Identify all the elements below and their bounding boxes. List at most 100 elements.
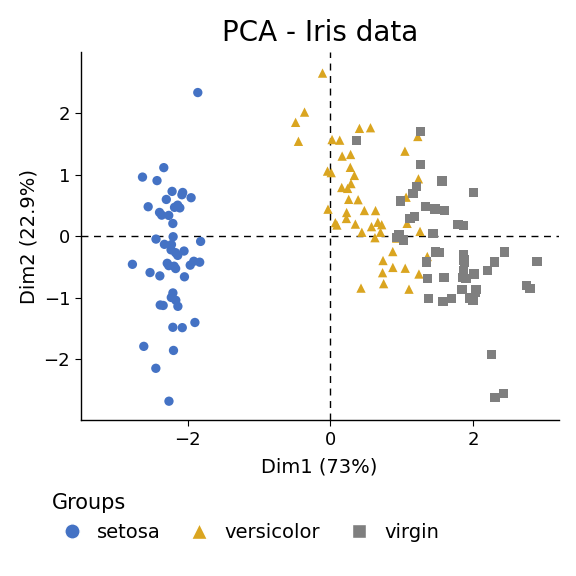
Point bbox=[344, 195, 353, 204]
Point bbox=[128, 260, 137, 269]
Point bbox=[373, 218, 382, 227]
Point bbox=[352, 135, 361, 145]
Point bbox=[533, 257, 542, 266]
Point bbox=[562, 233, 571, 242]
Point bbox=[156, 271, 165, 281]
Point bbox=[431, 247, 440, 256]
Point bbox=[173, 200, 182, 210]
Point bbox=[193, 88, 202, 97]
Point bbox=[168, 323, 177, 332]
Point bbox=[346, 150, 355, 159]
Point bbox=[440, 206, 449, 215]
Point bbox=[437, 176, 446, 185]
Point bbox=[143, 202, 153, 211]
Point bbox=[458, 273, 467, 282]
Point bbox=[403, 219, 412, 228]
Point bbox=[410, 212, 419, 221]
Legend: setosa, versicolor, virgin: setosa, versicolor, virgin bbox=[52, 493, 439, 541]
Point bbox=[406, 214, 415, 223]
Point bbox=[323, 204, 332, 214]
Point bbox=[458, 221, 468, 230]
Point bbox=[421, 202, 430, 211]
Point bbox=[169, 346, 178, 355]
Point bbox=[457, 285, 467, 294]
Point bbox=[376, 228, 385, 237]
Point bbox=[338, 151, 347, 161]
Point bbox=[424, 294, 433, 303]
Point bbox=[138, 172, 147, 181]
Point bbox=[396, 196, 405, 206]
Point bbox=[378, 256, 388, 265]
Point bbox=[378, 268, 387, 277]
Point bbox=[173, 251, 183, 260]
Point bbox=[408, 188, 418, 198]
Point bbox=[388, 263, 397, 272]
Point bbox=[429, 229, 438, 238]
Point bbox=[459, 255, 468, 264]
Y-axis label: Dim2 (22.9%): Dim2 (22.9%) bbox=[19, 169, 38, 304]
Point bbox=[379, 279, 388, 288]
Point bbox=[416, 127, 425, 136]
Point bbox=[323, 166, 332, 176]
Point bbox=[357, 228, 366, 237]
Point bbox=[167, 240, 176, 249]
Point bbox=[168, 187, 177, 196]
Point bbox=[162, 259, 172, 268]
Point bbox=[346, 163, 355, 172]
Point bbox=[401, 192, 411, 202]
Point bbox=[370, 233, 380, 242]
Point bbox=[164, 397, 173, 406]
Point bbox=[469, 188, 478, 197]
Point bbox=[360, 206, 369, 215]
Point bbox=[408, 188, 418, 198]
Point bbox=[499, 248, 509, 257]
Point bbox=[357, 283, 366, 293]
Point bbox=[447, 294, 456, 303]
X-axis label: Dim1 (73%): Dim1 (73%) bbox=[262, 457, 378, 476]
Point bbox=[171, 248, 180, 257]
Point bbox=[388, 247, 397, 256]
Point bbox=[318, 69, 327, 78]
Point bbox=[173, 302, 183, 311]
Point bbox=[162, 195, 171, 204]
Point bbox=[166, 293, 176, 302]
Point bbox=[395, 230, 404, 239]
Point bbox=[366, 123, 375, 132]
Point bbox=[430, 204, 439, 214]
Point bbox=[522, 281, 531, 290]
Point bbox=[151, 234, 161, 244]
Point bbox=[490, 257, 499, 267]
Point bbox=[404, 285, 414, 294]
Point bbox=[157, 211, 166, 220]
Point bbox=[415, 227, 425, 236]
Point bbox=[153, 176, 162, 185]
Point bbox=[423, 274, 433, 283]
Title: PCA - Iris data: PCA - Iris data bbox=[222, 19, 418, 47]
Point bbox=[166, 245, 176, 255]
Point bbox=[342, 214, 351, 223]
Point bbox=[343, 184, 353, 193]
Point bbox=[291, 118, 300, 127]
Point bbox=[354, 195, 363, 204]
Point bbox=[169, 232, 178, 241]
Point bbox=[468, 296, 478, 305]
Point bbox=[185, 260, 195, 270]
Point bbox=[471, 287, 480, 297]
Point bbox=[337, 183, 346, 192]
Point bbox=[294, 137, 303, 146]
Point bbox=[179, 247, 188, 256]
Point bbox=[487, 350, 497, 359]
Point bbox=[400, 264, 410, 273]
Point bbox=[335, 135, 344, 145]
Point bbox=[351, 219, 360, 229]
Point bbox=[178, 188, 187, 197]
Point bbox=[371, 206, 380, 215]
Point bbox=[160, 240, 169, 249]
Point bbox=[177, 190, 187, 199]
Point bbox=[459, 249, 468, 259]
Point bbox=[490, 393, 499, 402]
Point bbox=[469, 269, 479, 278]
Point bbox=[465, 293, 475, 302]
Point bbox=[392, 233, 401, 242]
Point bbox=[175, 203, 184, 213]
